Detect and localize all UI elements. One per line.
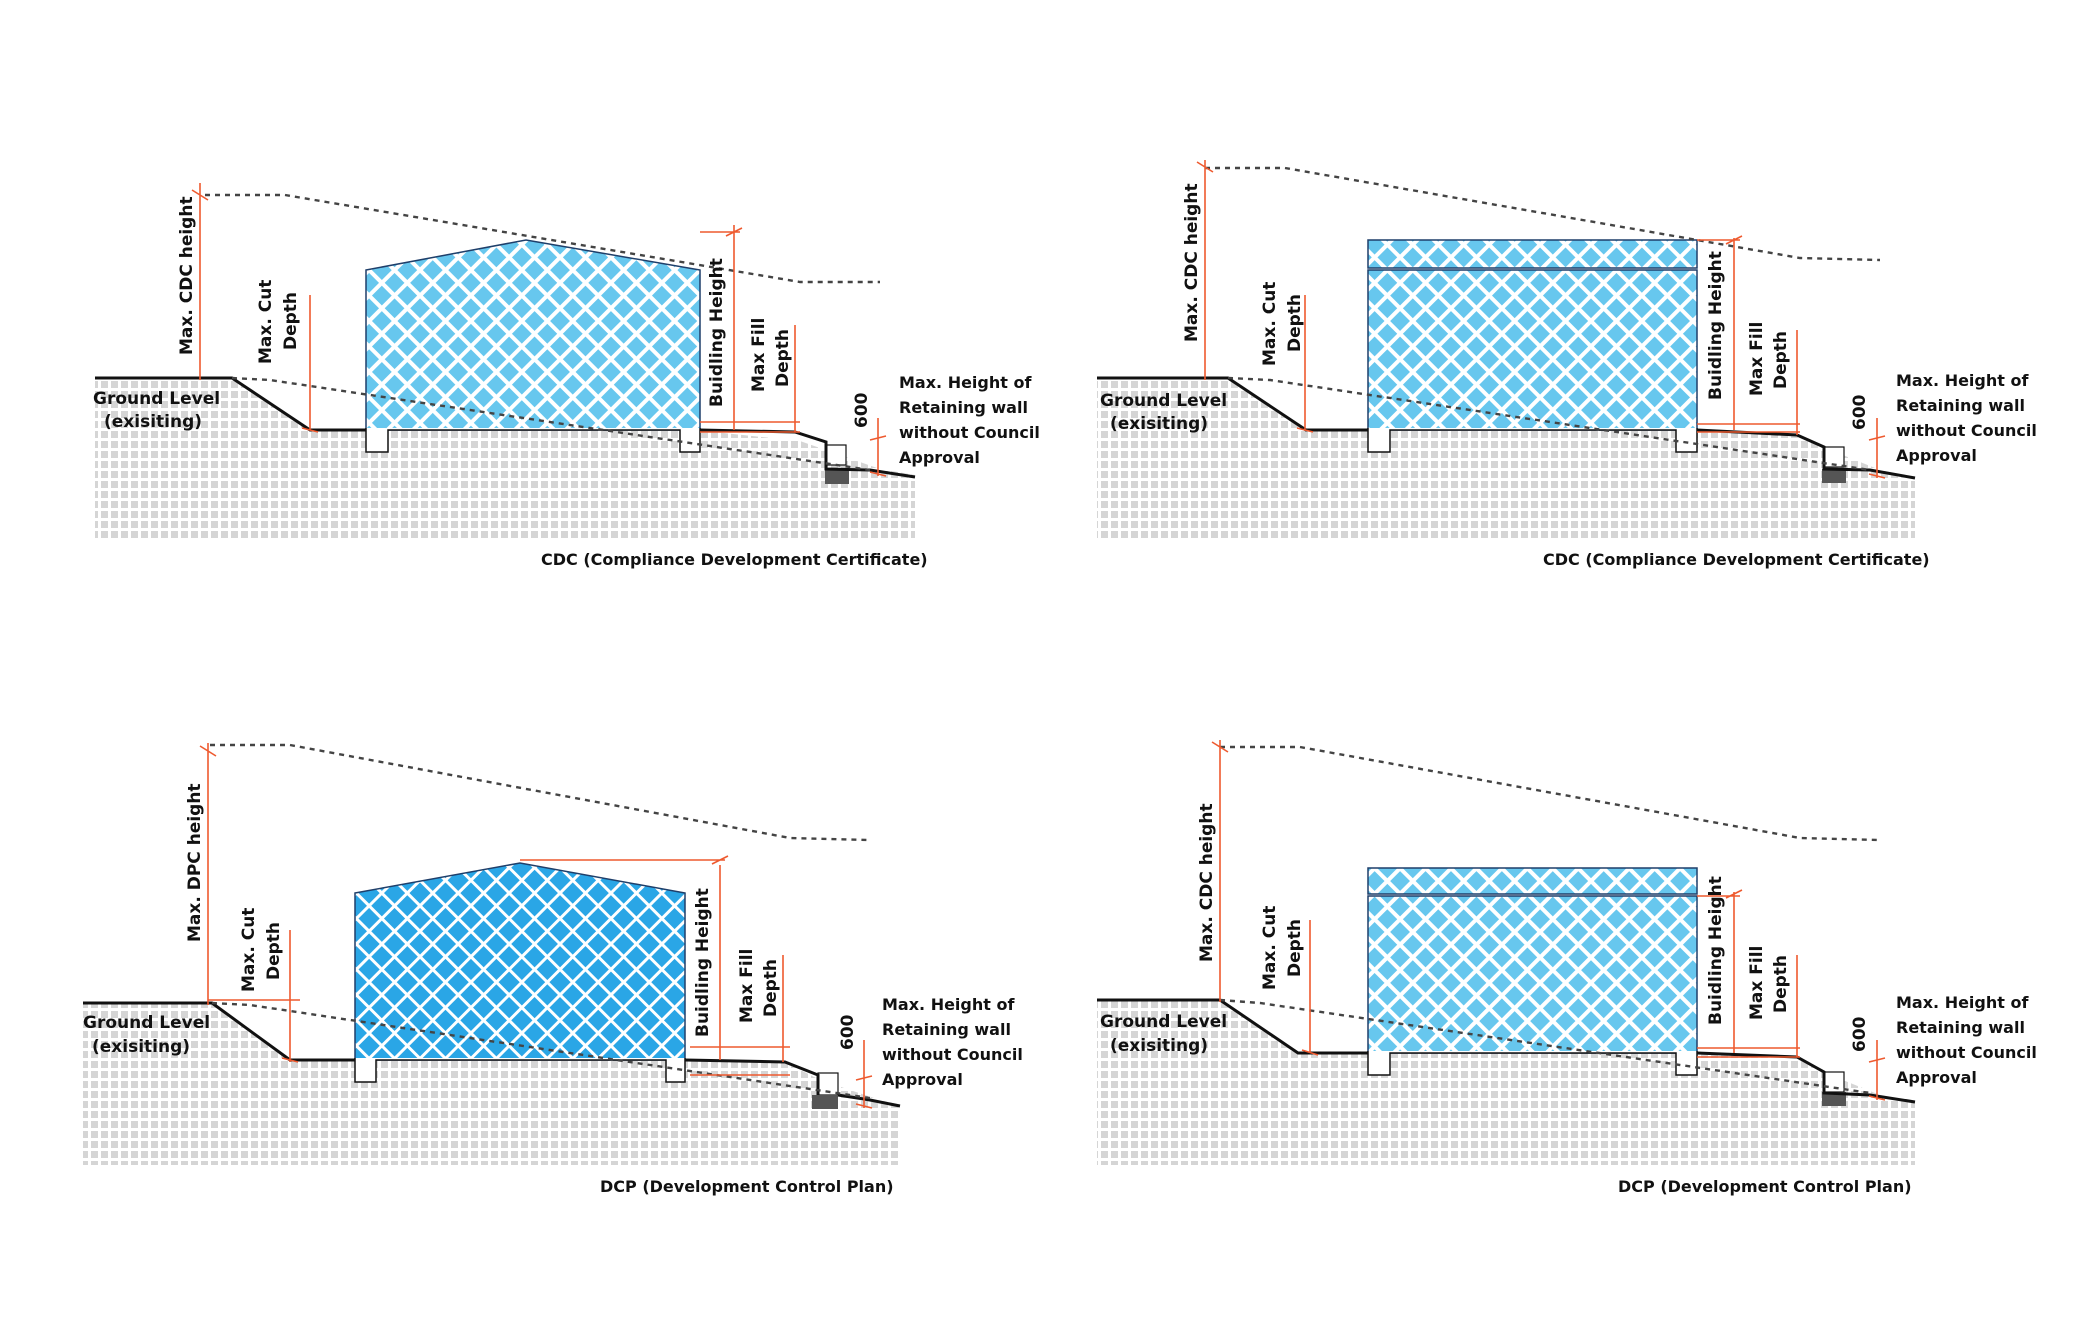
retaining-label-line-4: Approval [899,448,980,467]
height-envelope-dashed [210,745,870,840]
cut-depth-label-2: Depth [1285,294,1305,352]
wall-height-value: 600 [852,392,872,428]
max-height-label: Max. CDC height [177,196,197,355]
retaining-label-line-2: Retaining wall [899,398,1028,417]
retaining-label-line-4: Approval [1896,1068,1977,1087]
building-roof-band [1368,868,1697,894]
ground-level-label-1: Ground Level [1100,1012,1227,1032]
retaining-label-line-2: Retaining wall [1896,396,2025,415]
retaining-label-line-1: Max. Height of [882,995,1015,1014]
retaining-label-line-1: Max. Height of [1896,993,2029,1012]
fill-depth-label-1: Max Fill [749,318,769,392]
fill-depth-label-1: Max Fill [1747,322,1767,396]
fill-depth-label-2: Depth [761,959,781,1017]
max-height-label: Max. CDC height [1197,803,1217,962]
wall-height-value: 600 [1850,1016,1870,1052]
building-roof-band [1368,240,1697,268]
retaining-label-line-1: Max. Height of [1896,371,2029,390]
retaining-label-line-3: without Council [1896,1043,2037,1062]
building [366,240,700,430]
cut-depth-label-2: Depth [281,292,301,350]
ground-level-label-2: (exisiting) [104,412,202,432]
dim-cut-depth [282,930,298,1062]
panel-top-left: Max. CDC height Max. Cut Depth Buidling … [93,183,1040,569]
retaining-wall [826,445,846,465]
panel-bottom-left: Max. DPC height Max. Cut Depth Buidling … [83,743,1023,1196]
retaining-label-line-2: Retaining wall [882,1020,1011,1039]
retaining-label-line-1: Max. Height of [899,373,1032,392]
retaining-wall-footing [1822,469,1846,483]
ground-level-label-1: Ground Level [83,1013,210,1033]
cut-depth-label-2: Depth [264,922,284,980]
panel-caption: CDC (Compliance Development Certificate) [541,550,928,569]
dim-cut-depth [302,295,318,432]
cut-depth-label-1: Max. Cut [1260,282,1280,366]
fill-depth-label-2: Depth [1771,331,1791,389]
cut-depth-label-1: Max. Cut [239,908,259,992]
wall-height-value: 600 [1850,394,1870,430]
dim-600 [1869,1040,1885,1100]
retaining-wall-footing [812,1095,838,1109]
wall-height-value: 600 [838,1014,858,1050]
cut-depth-label-1: Max. Cut [256,280,276,364]
fill-depth-label-1: Max Fill [737,949,757,1023]
retaining-label-line-4: Approval [882,1070,963,1089]
ground-level-label-2: (exisiting) [92,1037,190,1057]
panel-top-right: Max. CDC height Max. Cut Depth Buidling … [1097,160,2037,569]
retaining-label-line-3: without Council [882,1045,1023,1064]
panel-bottom-right: Max. CDC height Max. Cut Depth Buidling … [1097,740,2037,1196]
cut-depth-label-1: Max. Cut [1260,906,1280,990]
retaining-wall-footing [825,469,849,484]
fill-depth-label-2: Depth [1771,955,1791,1013]
ground-level-label-2: (exisiting) [1110,414,1208,434]
panel-caption: DCP (Development Control Plan) [1618,1177,1912,1196]
building-height-label: Buidling Height [707,258,727,407]
retaining-wall [1824,1072,1844,1092]
retaining-label-line-4: Approval [1896,446,1977,465]
cut-depth-label-2: Depth [1285,919,1305,977]
retaining-label-line-2: Retaining wall [1896,1018,2025,1037]
building [1368,896,1697,1053]
building-height-label: Buidling Height [693,888,713,1037]
fill-depth-label-1: Max Fill [1747,946,1767,1020]
retaining-label-line-3: without Council [899,423,1040,442]
ground-level-label-2: (exisiting) [1110,1036,1208,1056]
panel-caption: CDC (Compliance Development Certificate) [1543,550,1930,569]
ground-level-label-1: Ground Level [1100,391,1227,411]
retaining-label-line-3: without Council [1896,421,2037,440]
building [355,863,685,1060]
panel-caption: DCP (Development Control Plan) [600,1177,894,1196]
fill-depth-label-2: Depth [773,329,793,387]
height-envelope-dashed [1220,747,1880,840]
max-height-label: Max. DPC height [185,783,205,942]
building [1368,270,1697,430]
max-height-label: Max. CDC height [1182,183,1202,342]
ground-level-label-1: Ground Level [93,389,220,409]
building-height-label: Buidling Height [1706,251,1726,400]
building-height-label: Buidling Height [1706,876,1726,1025]
